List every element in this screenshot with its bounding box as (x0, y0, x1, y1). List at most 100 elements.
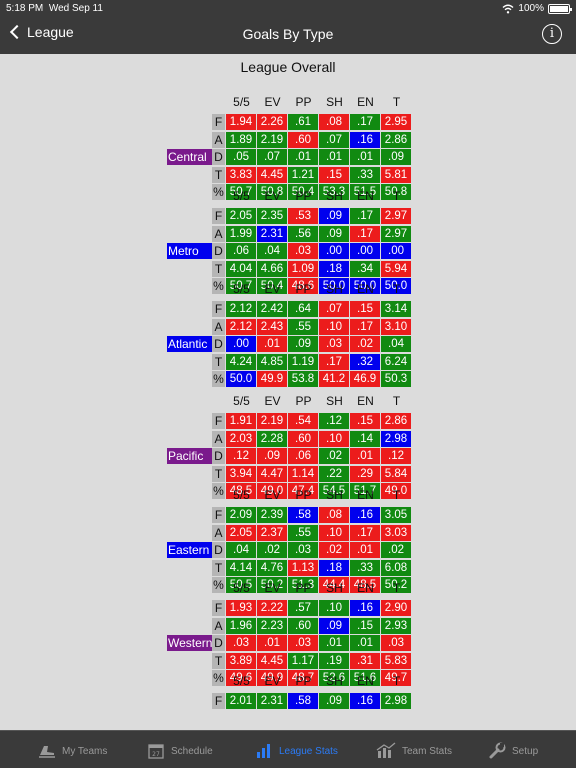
stat-cell: 3.14 (381, 301, 411, 317)
stat-cell: 3.94 (226, 465, 256, 482)
stat-cell: 3.89 (226, 652, 256, 669)
stat-cell: .17 (319, 353, 349, 370)
stat-cell: 51.7 (350, 483, 380, 499)
column-header: EN (357, 189, 374, 203)
row-label: T (212, 652, 225, 669)
stat-cell: .53 (288, 208, 318, 224)
stat-cell: .31 (350, 652, 380, 669)
tab-label: Setup (512, 745, 539, 757)
stat-cell: 2.93 (381, 617, 411, 634)
stat-cell: .61 (288, 114, 318, 130)
tab-league-stats[interactable]: League Stats (255, 739, 338, 763)
column-header: T (392, 581, 401, 595)
stat-cell: 2.22 (257, 600, 287, 616)
table-row: F 1.94 2.26.61.08.17 2.95 (0, 114, 576, 131)
column-header: 5/5 (233, 95, 250, 109)
table-row: T 4.14 4.76 1.13.18.33 6.08 (0, 559, 576, 577)
stat-cell: 49.9 (257, 670, 287, 686)
table-row: A 2.03 2.28.60.10.14 2.98 (0, 430, 576, 448)
column-header: EV (264, 581, 281, 595)
stat-cell: 49.7 (381, 670, 411, 686)
wrench-icon (489, 742, 506, 759)
stat-cell: .34 (350, 260, 380, 277)
stat-cell: 2.98 (381, 693, 411, 709)
stat-cell: 4.24 (226, 353, 256, 370)
stat-cell: 44.4 (319, 577, 349, 593)
column-header: PP (295, 674, 312, 688)
tab-schedule[interactable]: 27 Schedule (147, 739, 213, 763)
stat-cell: 1.96 (226, 617, 256, 634)
table-row: % 50.5 50.2 51.3 44.4 48.5 50.2 (0, 577, 576, 594)
stat-cell: .07 (319, 301, 349, 317)
row-label: D (212, 243, 225, 259)
stat-cell: 5.83 (381, 652, 411, 669)
stat-cell: .02 (319, 448, 349, 464)
column-headers: 5/5 EV PP SH EN T (226, 281, 412, 297)
stat-cell: 50.3 (381, 371, 411, 387)
stat-cell: 3.03 (381, 524, 411, 541)
stat-cell: .60 (288, 617, 318, 634)
column-header: PP (295, 488, 312, 502)
tab-label: My Teams (62, 745, 108, 757)
row-label: A (212, 430, 225, 447)
column-header: EV (264, 282, 281, 296)
stat-cell: .17 (350, 225, 380, 242)
tab-team-stats[interactable]: Team Stats (376, 739, 452, 763)
stat-cell: 4.85 (257, 353, 287, 370)
division-label: Metro (167, 243, 212, 259)
stat-cell: 51.6 (350, 670, 380, 686)
stat-cell: .04 (226, 542, 256, 558)
stat-cell: .06 (288, 448, 318, 464)
stats-content[interactable]: League Overall 5/5 EV PP SH EN T F 1.94 2.26.61.… (0, 54, 576, 730)
back-button[interactable]: League (8, 24, 74, 40)
division-label: Pacific (167, 448, 212, 464)
row-label: T (212, 465, 225, 482)
row-label: % (212, 184, 225, 200)
column-header: EN (357, 488, 374, 502)
info-icon[interactable]: i (542, 24, 562, 44)
stat-cell: 50.5 (226, 577, 256, 593)
stat-cell: .17 (350, 524, 380, 541)
stat-cell: 2.31 (257, 693, 287, 709)
stat-cell: 2.90 (381, 600, 411, 616)
stat-cell: 50.4 (257, 278, 287, 294)
stat-cell: .03 (288, 542, 318, 558)
stat-cell: .09 (319, 693, 349, 709)
stat-cell: .03 (226, 635, 256, 651)
tab-my-teams[interactable]: My Teams (38, 739, 107, 763)
stat-cell: .12 (226, 448, 256, 464)
table-row: A 1.89 2.19.60.07.16 2.86 (0, 131, 576, 149)
column-header: PP (295, 189, 312, 203)
stat-cell: .55 (288, 318, 318, 335)
row-label: D (212, 635, 225, 651)
table-row: D Atlantic .00.01.09.03.02.04 (0, 336, 576, 353)
stat-cell: 4.45 (257, 166, 287, 183)
stat-cell: 2.05 (226, 208, 256, 224)
stat-cell: .02 (350, 336, 380, 352)
stat-cell: .06 (226, 243, 256, 259)
stat-cell: 2.42 (257, 301, 287, 317)
stat-cell: 49.0 (381, 483, 411, 499)
division-label: Atlantic (167, 336, 212, 352)
row-label: T (212, 260, 225, 277)
stat-cell: 2.12 (226, 301, 256, 317)
tab-setup[interactable]: Setup (488, 739, 538, 763)
column-headers: 5/5 EV PP SH EN T (226, 188, 412, 204)
stat-cell: 2.86 (381, 413, 411, 429)
stat-cell: .15 (350, 301, 380, 317)
column-header: T (392, 282, 401, 296)
table-row: F 2.01 2.31.58.09.16 2.98 (0, 693, 576, 710)
stat-cell: .08 (319, 114, 349, 130)
chart-icon (376, 742, 396, 758)
stat-cell: 1.14 (288, 465, 318, 482)
stat-cell: .12 (319, 413, 349, 429)
stat-cell: .15 (319, 166, 349, 183)
stat-cell: .01 (350, 542, 380, 558)
stat-cell: 1.19 (288, 353, 318, 370)
row-label: % (212, 670, 225, 686)
stat-cell: 2.19 (257, 413, 287, 429)
column-header: EV (264, 674, 281, 688)
column-header: T (392, 488, 401, 502)
battery-percent: 100% (518, 3, 544, 14)
stat-cell: .03 (288, 635, 318, 651)
